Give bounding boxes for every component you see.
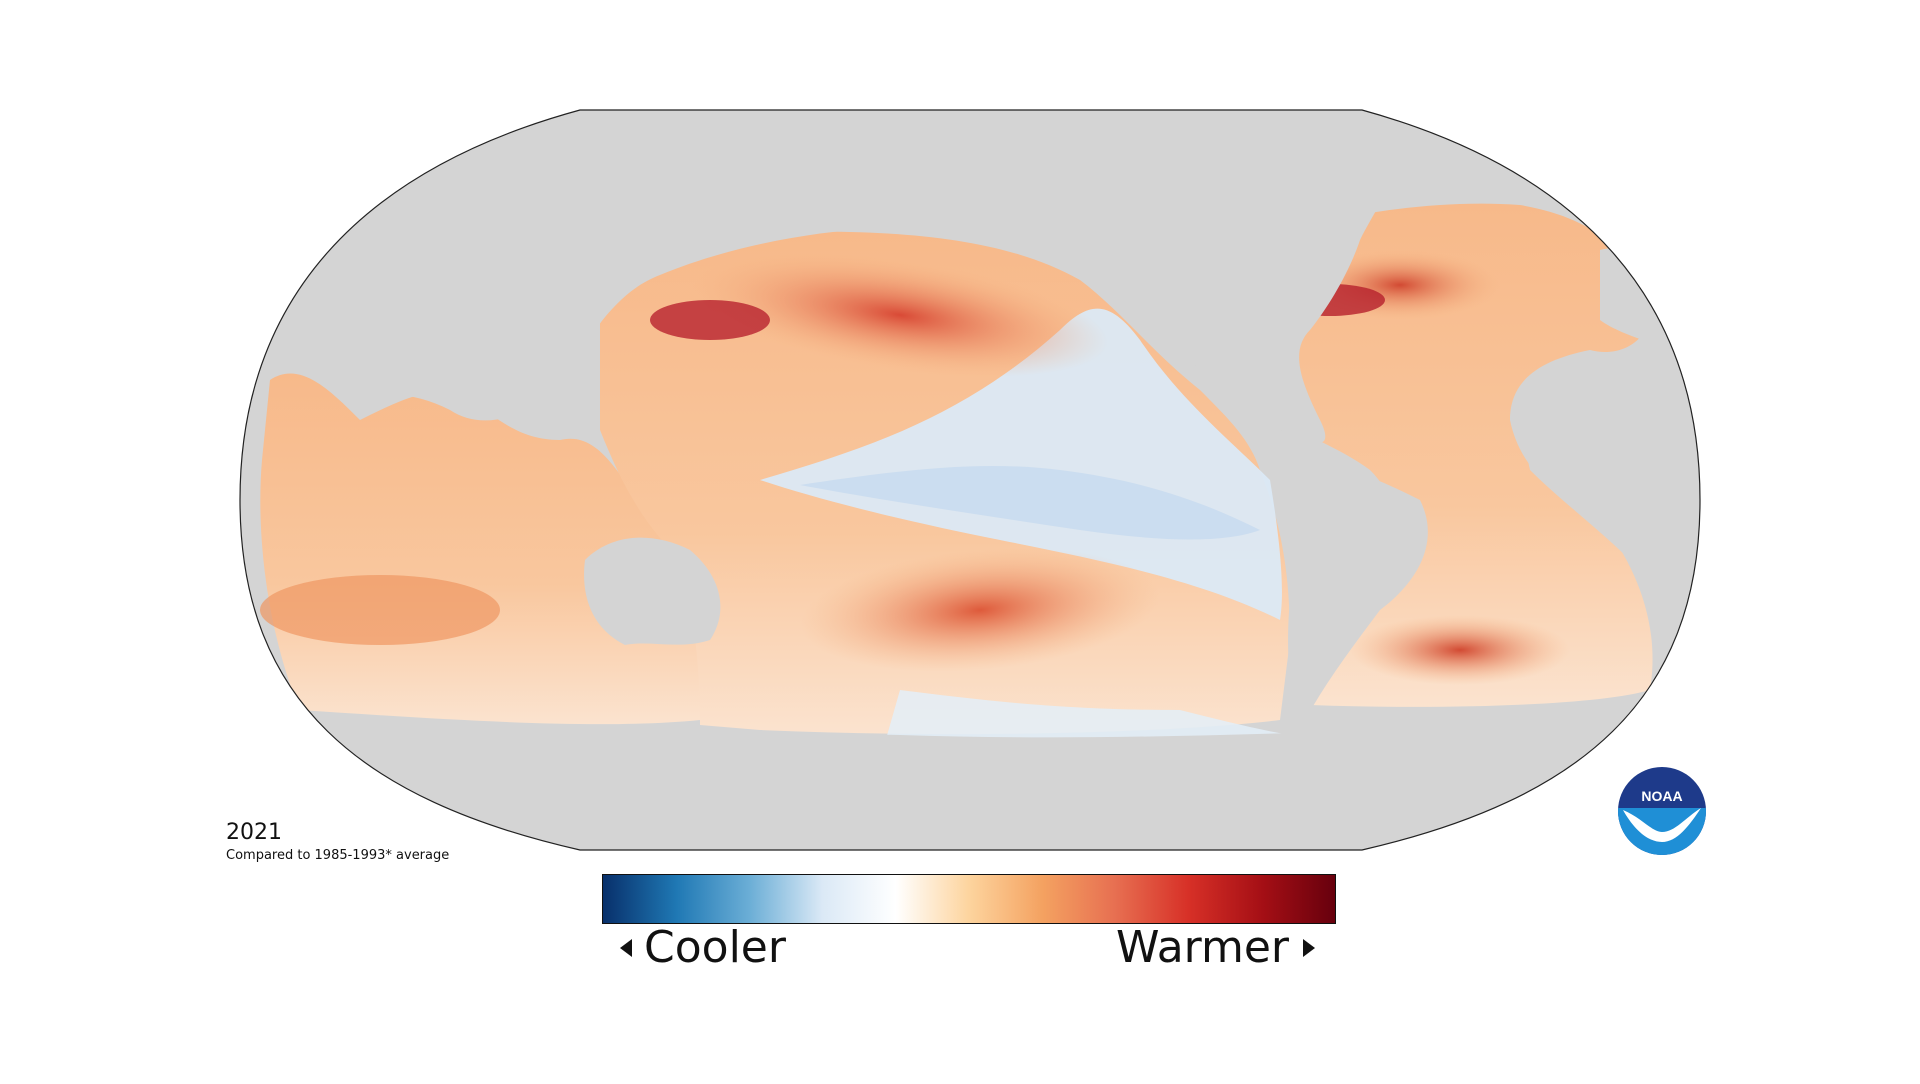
warm-south-atlantic (1350, 615, 1570, 685)
warm-north-pacific (691, 253, 1109, 377)
cooler-label: Cooler (620, 926, 786, 970)
warm-kuroshio (650, 300, 770, 340)
year-label: 2021 (226, 820, 282, 845)
landmass-africa (1527, 358, 1700, 700)
cool-pacific-core (800, 465, 1260, 540)
landmass-north-america (1100, 110, 1420, 444)
cooler-text: Cooler (644, 922, 786, 973)
landmass-antarctica (240, 715, 1700, 850)
right-arrow-icon (1303, 939, 1315, 957)
warmer-label: Warmer (1116, 926, 1315, 970)
baseline-label: Compared to 1985-1993* average (226, 848, 450, 863)
left-arrow-icon (620, 939, 632, 957)
landmass-south-america (1270, 461, 1428, 730)
warm-south-pacific (800, 548, 1160, 672)
map-outline (239, 109, 1701, 851)
warm-indian (260, 575, 500, 645)
cool-pacific-tongue (760, 308, 1282, 620)
landmass-australia (584, 537, 721, 645)
landmass-asia (261, 110, 1141, 421)
color-legend-bar (602, 874, 1336, 924)
warmer-text: Warmer (1116, 922, 1289, 973)
noaa-logo: NOAA (1617, 766, 1707, 856)
noaa-logo-text: NOAA (1641, 788, 1682, 804)
continents (240, 110, 1700, 850)
